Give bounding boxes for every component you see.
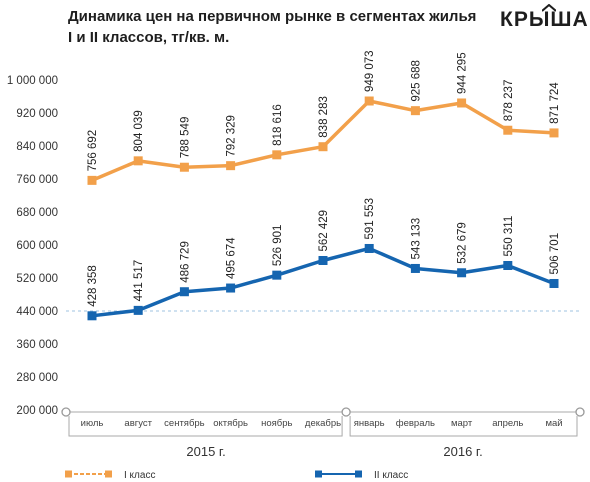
x-tick-label: май [545, 418, 562, 429]
data-label: 562 429 [318, 210, 330, 252]
data-label: 871 724 [549, 82, 561, 124]
y-tick-label: 280 000 [16, 372, 58, 384]
data-point [503, 260, 513, 270]
x-tick-label: январь [354, 418, 385, 429]
data-point [364, 96, 374, 106]
data-point [503, 125, 513, 135]
krysha-logo: КРЫША [500, 8, 589, 31]
data-label: 441 517 [133, 260, 145, 302]
year-label: 2015 г. [186, 444, 225, 459]
data-label: 532 679 [457, 222, 469, 264]
x-tick-label: февраль [396, 418, 435, 429]
x-tick-label: сентябрь [164, 418, 204, 429]
y-tick-label: 600 000 [16, 240, 58, 252]
data-label: 925 688 [410, 60, 422, 102]
legend-swatch-marker [355, 470, 362, 478]
data-point [226, 161, 236, 171]
data-label: 526 901 [272, 225, 284, 267]
logo-roof-icon [542, 4, 556, 12]
legend-label: I класс [124, 470, 155, 481]
y-tick-label: 440 000 [16, 306, 58, 318]
y-tick-label: 520 000 [16, 273, 58, 285]
data-point [133, 305, 143, 315]
data-label: 591 553 [364, 198, 376, 240]
year-bracket-2015 [68, 416, 343, 437]
x-tick-label: декабрь [305, 418, 341, 429]
axis-node [575, 407, 585, 417]
data-point [179, 287, 189, 297]
year-bracket-2016 [349, 416, 578, 437]
data-point [549, 128, 559, 138]
chart-title-line-2: I и II классов, тг/кв. м. [68, 29, 230, 46]
data-label: 495 674 [226, 237, 238, 279]
data-point [87, 175, 97, 185]
data-label: 550 311 [503, 216, 515, 257]
data-point [549, 278, 559, 288]
year-label: 2016 г. [443, 444, 482, 459]
y-tick-label: 200 000 [16, 405, 58, 417]
data-point [87, 311, 97, 321]
x-tick-label: ноябрь [261, 418, 292, 429]
data-point [318, 255, 328, 265]
data-label: 506 701 [549, 233, 561, 275]
x-tick-label: апрель [492, 418, 523, 429]
x-tick-label: август [124, 418, 152, 429]
legend-swatch-marker [65, 470, 72, 478]
data-point [318, 142, 328, 152]
chart-title: Динамика цен на первичном рынке в сегмен… [68, 6, 476, 48]
data-point [272, 150, 282, 160]
chart-title-line-1: Динамика цен на первичном рынке в сегмен… [68, 8, 477, 25]
data-label: 949 073 [364, 50, 376, 92]
x-tick-label: октябрь [213, 418, 248, 429]
x-tick-label: июль [81, 418, 104, 429]
data-label: 804 039 [133, 110, 145, 152]
data-point [364, 243, 374, 253]
data-point [457, 98, 467, 108]
axis-node [61, 407, 71, 417]
data-label: 486 729 [179, 241, 191, 283]
data-point [410, 106, 420, 116]
y-tick-label: 360 000 [16, 339, 58, 351]
data-point [410, 263, 420, 273]
data-label: 428 358 [87, 265, 99, 307]
data-label: 543 133 [410, 218, 422, 260]
data-label: 818 616 [272, 104, 284, 146]
data-point [179, 162, 189, 172]
y-tick-label: 920 000 [16, 108, 58, 120]
data-label: 878 237 [503, 80, 515, 122]
x-tick-label: март [451, 418, 473, 429]
y-tick-label: 760 000 [16, 174, 58, 186]
data-point [457, 268, 467, 278]
axis-node [341, 407, 351, 417]
y-tick-label: 840 000 [16, 141, 58, 153]
y-tick-label: 1 000 000 [7, 75, 58, 87]
data-label: 788 549 [179, 117, 191, 159]
legend-swatch-marker [315, 470, 322, 478]
legend-label: II класс [374, 470, 408, 481]
data-label: 792 329 [226, 115, 238, 157]
data-label: 756 692 [87, 130, 99, 172]
data-label: 944 295 [457, 52, 469, 94]
data-point [133, 156, 143, 166]
data-point [272, 270, 282, 280]
legend-swatch-marker [105, 470, 112, 478]
data-label: 838 283 [318, 96, 330, 138]
data-point [226, 283, 236, 293]
y-tick-label: 680 000 [16, 207, 58, 219]
